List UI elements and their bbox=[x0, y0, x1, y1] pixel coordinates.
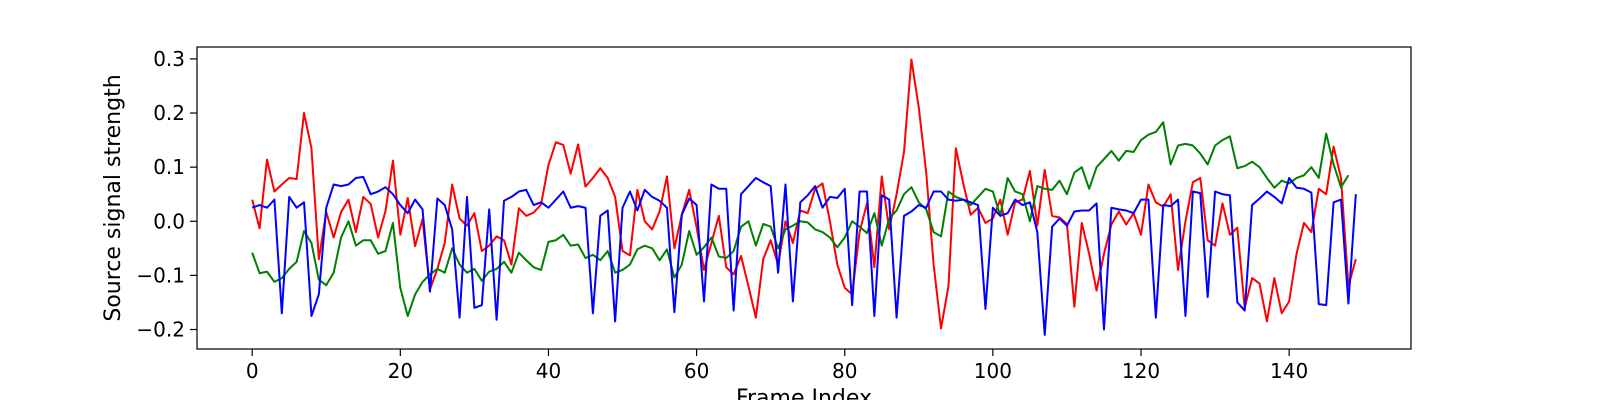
plot-area bbox=[196, 46, 1412, 350]
y-tick-label: −0.2 bbox=[136, 318, 185, 342]
series-line-1 bbox=[251, 121, 1350, 317]
y-tick-label: 0.2 bbox=[153, 101, 185, 125]
y-axis: −0.2 −0.1 0.0 0.1 0.2 0.3 bbox=[136, 47, 197, 342]
series-line-0 bbox=[251, 58, 1357, 330]
x-tick-label: 140 bbox=[1270, 359, 1308, 383]
x-tick-label: 60 bbox=[684, 359, 709, 383]
y-tick-label: 0.3 bbox=[153, 47, 185, 71]
x-tick-label: 120 bbox=[1122, 359, 1160, 383]
series-line-2 bbox=[251, 175, 1357, 336]
x-tick-label: 20 bbox=[388, 359, 413, 383]
x-tick-label: 40 bbox=[536, 359, 561, 383]
x-axis-label: Frame Index bbox=[736, 386, 872, 400]
x-tick-label: 0 bbox=[246, 359, 259, 383]
y-tick-label: −0.1 bbox=[136, 263, 185, 287]
y-tick-label: 0.0 bbox=[153, 209, 185, 233]
x-axis: 0 20 40 60 80 100 120 140 bbox=[246, 349, 1308, 383]
plot-frame bbox=[196, 46, 1412, 350]
x-tick-label: 100 bbox=[974, 359, 1012, 383]
y-axis-label: Source signal strength bbox=[101, 74, 126, 321]
series-layer bbox=[251, 58, 1357, 336]
x-tick-label: 80 bbox=[832, 359, 857, 383]
y-tick-label: 0.1 bbox=[153, 155, 185, 179]
